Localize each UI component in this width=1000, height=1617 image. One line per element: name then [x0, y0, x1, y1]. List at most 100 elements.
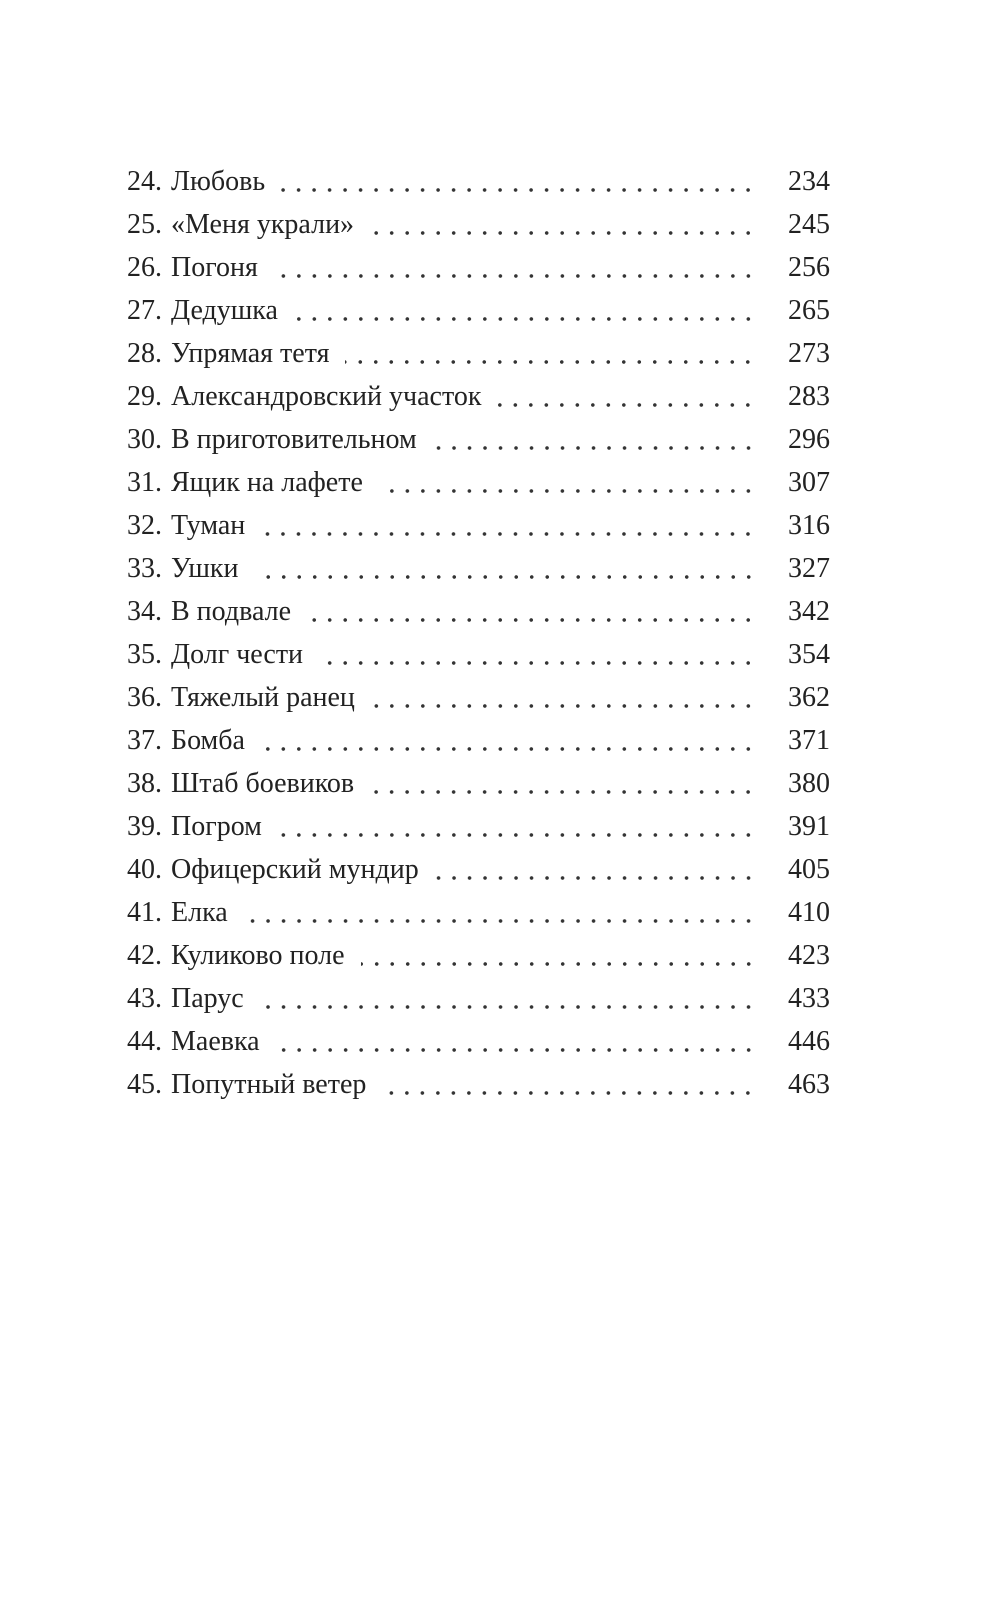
entry-number: 31.	[127, 467, 162, 498]
entry-title: Бомба	[171, 725, 245, 756]
dot-leader	[370, 703, 756, 708]
entry-page: 245	[788, 209, 830, 240]
entry-page: 256	[788, 252, 830, 283]
dot-leader	[260, 746, 756, 751]
toc-entry: 36. Тяжелый ранец 362	[127, 676, 830, 719]
entry-page: 371	[788, 725, 830, 756]
entry-number: 34.	[127, 596, 162, 627]
dot-leader	[243, 918, 756, 923]
entry-number: 28.	[127, 338, 162, 369]
toc-entry: 27. Дедушка 265	[127, 289, 830, 332]
entry-number: 27.	[127, 295, 162, 326]
entry-page: 234	[788, 166, 830, 197]
entry-page: 391	[788, 811, 830, 842]
entry-page: 463	[788, 1069, 830, 1100]
dot-leader	[293, 316, 756, 321]
entry-page: 265	[788, 295, 830, 326]
toc-entry: 37. Бомба 371	[127, 719, 830, 762]
entry-title: Маевка	[171, 1026, 260, 1057]
dot-leader	[307, 617, 756, 622]
dot-leader	[273, 273, 756, 278]
entry-title: Долг чести	[171, 639, 304, 670]
dot-leader	[261, 531, 756, 536]
entry-title: Александровский участок	[171, 381, 482, 412]
entry-number: 42.	[127, 940, 162, 971]
entry-page: 380	[788, 768, 830, 799]
entry-page: 362	[788, 682, 830, 713]
entry-page: 354	[788, 639, 830, 670]
dot-leader	[432, 445, 756, 450]
entry-number: 40.	[127, 854, 162, 885]
entry-title: Куликово поле	[171, 940, 345, 971]
dot-leader	[497, 402, 756, 407]
toc-entry: 43. Парус 433	[127, 977, 830, 1020]
toc-entry: 31. Ящик на лафете 307	[127, 461, 830, 504]
dot-leader	[259, 1004, 756, 1009]
dot-leader	[378, 488, 756, 493]
entry-title: Парус	[171, 983, 244, 1014]
entry-title: В подвале	[171, 596, 292, 627]
dot-leader	[277, 832, 756, 837]
toc-entry: 28. Упрямая тетя 273	[127, 332, 830, 375]
entry-number: 36.	[127, 682, 162, 713]
entry-number: 41.	[127, 897, 162, 928]
entry-title: «Меня украли»	[171, 209, 355, 240]
toc-entry: 38. Штаб боевиков 380	[127, 762, 830, 805]
dot-leader	[275, 1047, 756, 1052]
entry-page: 316	[788, 510, 830, 541]
toc-entry: 25. «Меня украли» 245	[127, 203, 830, 246]
entry-title: Любовь	[171, 166, 266, 197]
entry-number: 44.	[127, 1026, 162, 1057]
entry-page: 307	[788, 467, 830, 498]
entry-title: Туман	[171, 510, 246, 541]
entry-title: Офицерский мундир	[171, 854, 419, 885]
dot-leader	[370, 789, 756, 794]
dot-leader	[281, 187, 756, 192]
entry-title: Ушки	[171, 553, 239, 584]
entry-title: Тяжелый ранец	[171, 682, 355, 713]
entry-page: 433	[788, 983, 830, 1014]
dot-leader	[319, 660, 756, 665]
dot-leader	[382, 1090, 756, 1095]
toc-entry: 29. Александровский участок 283	[127, 375, 830, 418]
entry-page: 342	[788, 596, 830, 627]
entry-number: 24.	[127, 166, 162, 197]
toc-entry: 35. Долг чести 354	[127, 633, 830, 676]
entry-page: 327	[788, 553, 830, 584]
toc-entry: 34. В подвале 342	[127, 590, 830, 633]
entry-title: Штаб боевиков	[171, 768, 355, 799]
entry-page: 423	[788, 940, 830, 971]
toc-entry: 40. Офицерский мундир 405	[127, 848, 830, 891]
dot-leader	[345, 359, 756, 364]
entry-title: Елка	[171, 897, 228, 928]
entry-number: 39.	[127, 811, 162, 842]
entry-page: 410	[788, 897, 830, 928]
entry-page: 296	[788, 424, 830, 455]
toc-entry: 26. Погоня 256	[127, 246, 830, 289]
toc-entry: 32. Туман 316	[127, 504, 830, 547]
entry-title: Ящик на лафете	[171, 467, 363, 498]
entry-title: Погоня	[171, 252, 258, 283]
entry-number: 37.	[127, 725, 162, 756]
dot-leader	[370, 230, 756, 235]
toc-entry: 33. Ушки 327	[127, 547, 830, 590]
entry-number: 45.	[127, 1069, 162, 1100]
entry-number: 35.	[127, 639, 162, 670]
entry-number: 26.	[127, 252, 162, 283]
toc-entry: 44. Маевка 446	[127, 1020, 830, 1063]
toc-entry: 41. Елка 410	[127, 891, 830, 934]
entry-number: 38.	[127, 768, 162, 799]
dot-leader	[254, 574, 756, 579]
table-of-contents: 24. Любовь 234 25. «Меня украли» 245 26. Погоня…	[127, 160, 830, 1106]
entry-page: 405	[788, 854, 830, 885]
toc-entry: 45. Попутный ветер 463	[127, 1063, 830, 1106]
dot-leader	[434, 875, 756, 880]
entry-number: 43.	[127, 983, 162, 1014]
toc-entry: 24. Любовь 234	[127, 160, 830, 203]
entry-title: В приготовительном	[171, 424, 417, 455]
toc-entry: 42. Куликово поле 423	[127, 934, 830, 977]
entry-number: 29.	[127, 381, 162, 412]
dot-leader	[360, 961, 756, 966]
entry-title: Упрямая тетя	[171, 338, 330, 369]
